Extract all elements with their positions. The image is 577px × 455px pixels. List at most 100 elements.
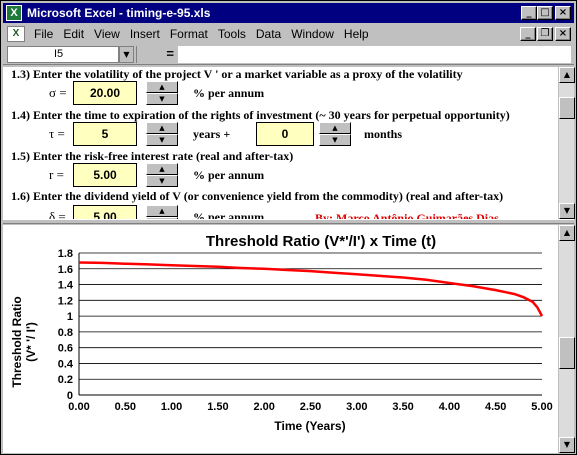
x-tick-label: 4.50 bbox=[485, 401, 506, 413]
formula-input[interactable] bbox=[178, 46, 571, 63]
x-tick-label: 0.50 bbox=[115, 401, 136, 413]
menu-tools[interactable]: Tools bbox=[217, 27, 246, 41]
dividend-spinner[interactable]: ▲ ▼ bbox=[146, 205, 178, 219]
months-unit: months bbox=[364, 127, 403, 141]
dividend-unit: % per annum bbox=[193, 210, 265, 219]
title-bar: X Microsoft Excel - timing-e-95.xls _ □ … bbox=[3, 3, 574, 23]
risk-free-heading: 1.5) Enter the risk-free interest rate (… bbox=[11, 149, 294, 163]
edit-formula-button[interactable]: = bbox=[136, 46, 176, 63]
close-button[interactable]: × bbox=[555, 6, 571, 20]
volatility-heading: 1.3) Enter the volatility of the project… bbox=[11, 67, 463, 81]
doc-restore-button[interactable]: ❐ bbox=[537, 27, 553, 41]
delta-label: δ = bbox=[49, 209, 66, 219]
doc-close-button[interactable]: × bbox=[555, 27, 571, 41]
spin-up-icon[interactable]: ▲ bbox=[146, 163, 178, 175]
x-tick-label: 1.50 bbox=[207, 401, 228, 413]
x-tick-label: 1.00 bbox=[161, 401, 182, 413]
spin-up-icon[interactable]: ▲ bbox=[146, 122, 178, 134]
dividend-heading: 1.6) Enter the dividend yield of V (or c… bbox=[11, 189, 504, 203]
scroll-down-icon[interactable]: ▼ bbox=[559, 203, 575, 219]
x-tick-label: 2.00 bbox=[253, 401, 274, 413]
y-tick-label: 0 bbox=[67, 390, 73, 402]
formula-bar: I5 ▼ = bbox=[3, 45, 574, 65]
months-spinner[interactable]: ▲ ▼ bbox=[319, 122, 351, 146]
y-tick-label: 1.8 bbox=[58, 248, 73, 260]
minimize-button[interactable]: _ bbox=[521, 6, 537, 20]
y-tick-label: 1.4 bbox=[58, 280, 74, 292]
name-box-dropdown-icon[interactable]: ▼ bbox=[119, 46, 134, 63]
risk-free-spinner[interactable]: ▲ ▼ bbox=[146, 163, 178, 187]
menu-data[interactable]: Data bbox=[255, 27, 282, 41]
y-tick-labels: 0 0.2 0.4 0.6 0.8 1 1.2 1.4 1.6 1.8 bbox=[58, 248, 74, 402]
menu-view[interactable]: View bbox=[94, 27, 120, 41]
risk-free-input[interactable]: 5.00 bbox=[73, 163, 137, 187]
volatility-unit: % per annum bbox=[193, 86, 265, 100]
chart-title: Threshold Ratio (V*'/I') x Time (t) bbox=[206, 233, 436, 250]
scroll-up-icon[interactable]: ▲ bbox=[559, 67, 575, 83]
menu-format[interactable]: Format bbox=[169, 27, 208, 41]
sheet-input-pane: 1.3) Enter the volatility of the project… bbox=[3, 67, 558, 219]
x-tick-label: 2.50 bbox=[300, 401, 321, 413]
menu-help[interactable]: Help bbox=[343, 27, 369, 41]
x-tick-label: 4.00 bbox=[439, 401, 460, 413]
x-tick-label: 0.00 bbox=[68, 401, 89, 413]
workbook-icon[interactable]: X bbox=[7, 26, 25, 42]
years-input[interactable]: 5 bbox=[73, 122, 137, 146]
years-spinner[interactable]: ▲ ▼ bbox=[146, 122, 178, 146]
excel-icon[interactable]: X bbox=[6, 5, 22, 21]
x-tick-labels: 0.00 0.50 1.00 1.50 2.00 2.50 3.00 3.50 4.00 4.50… bbox=[68, 401, 552, 413]
menu-edit[interactable]: Edit bbox=[63, 27, 85, 41]
y-axis-label: Threshold Ratio bbox=[10, 296, 24, 387]
split-pane-divider[interactable] bbox=[3, 219, 574, 224]
y-tick-label: 0.6 bbox=[58, 343, 73, 355]
r-label: r = bbox=[49, 167, 64, 182]
maximize-button[interactable]: □ bbox=[537, 6, 553, 20]
spin-down-icon[interactable]: ▼ bbox=[319, 134, 351, 146]
upper-vertical-scrollbar[interactable]: ▲ ▼ bbox=[558, 67, 575, 219]
spin-up-icon[interactable]: ▲ bbox=[146, 81, 178, 93]
scroll-up-icon[interactable]: ▲ bbox=[559, 225, 575, 241]
scroll-thumb[interactable] bbox=[559, 97, 575, 119]
x-tick-label: 5.00 bbox=[531, 401, 552, 413]
y-tick-label: 1.2 bbox=[58, 295, 73, 307]
spin-down-icon[interactable]: ▼ bbox=[146, 217, 178, 219]
lower-vertical-scrollbar[interactable]: ▲ ▼ bbox=[558, 225, 575, 453]
x-tick-label: 3.00 bbox=[346, 401, 367, 413]
sheet-chart-pane: Threshold Ratio (V*'/I') x Time (t) 0 0.2… bbox=[3, 225, 558, 453]
spin-down-icon[interactable]: ▼ bbox=[146, 93, 178, 105]
volatility-input[interactable]: 20.00 bbox=[73, 81, 137, 105]
scroll-thumb[interactable] bbox=[559, 337, 575, 369]
author-credit: By: Marco Antônio Guimarães Dias bbox=[315, 211, 499, 219]
risk-free-unit: % per annum bbox=[193, 168, 265, 182]
months-input[interactable]: 0 bbox=[256, 122, 314, 146]
y-tick-label: 0.4 bbox=[58, 358, 74, 370]
threshold-ratio-line bbox=[78, 261, 544, 317]
dividend-input[interactable]: 5.00 bbox=[73, 205, 137, 219]
volatility-spinner[interactable]: ▲ ▼ bbox=[146, 81, 178, 105]
menu-file[interactable]: File bbox=[34, 27, 54, 41]
menu-window[interactable]: Window bbox=[291, 27, 334, 41]
spin-down-icon[interactable]: ▼ bbox=[146, 134, 178, 146]
y-tick-label: 0.8 bbox=[58, 327, 73, 339]
name-box[interactable]: I5 bbox=[7, 46, 119, 63]
scroll-down-icon[interactable]: ▼ bbox=[559, 437, 575, 453]
x-axis-label: Time (Years) bbox=[274, 419, 345, 433]
threshold-chart[interactable]: Threshold Ratio (V*'/I') x Time (t) 0 0.2… bbox=[3, 225, 558, 453]
y-tick-label: 0.2 bbox=[58, 374, 73, 386]
tau-label: τ = bbox=[49, 126, 65, 141]
years-unit: years + bbox=[193, 127, 231, 141]
y-tick-label: 1.6 bbox=[58, 264, 73, 276]
menu-insert[interactable]: Insert bbox=[129, 27, 160, 41]
sigma-label: σ = bbox=[49, 85, 67, 100]
spin-up-icon[interactable]: ▲ bbox=[319, 122, 351, 134]
y-axis-label-units: (V* '/ I') bbox=[24, 322, 38, 362]
window-title: Microsoft Excel - timing-e-95.xls bbox=[27, 6, 211, 20]
chart-gridlines bbox=[79, 252, 542, 396]
x-tick-label: 3.50 bbox=[392, 401, 413, 413]
y-tick-label: 1 bbox=[67, 311, 73, 323]
menu-bar: X File Edit View Insert Format Tools Dat… bbox=[3, 24, 574, 44]
spin-up-icon[interactable]: ▲ bbox=[146, 205, 178, 217]
spin-down-icon[interactable]: ▼ bbox=[146, 175, 178, 187]
doc-minimize-button[interactable]: _ bbox=[520, 27, 536, 41]
